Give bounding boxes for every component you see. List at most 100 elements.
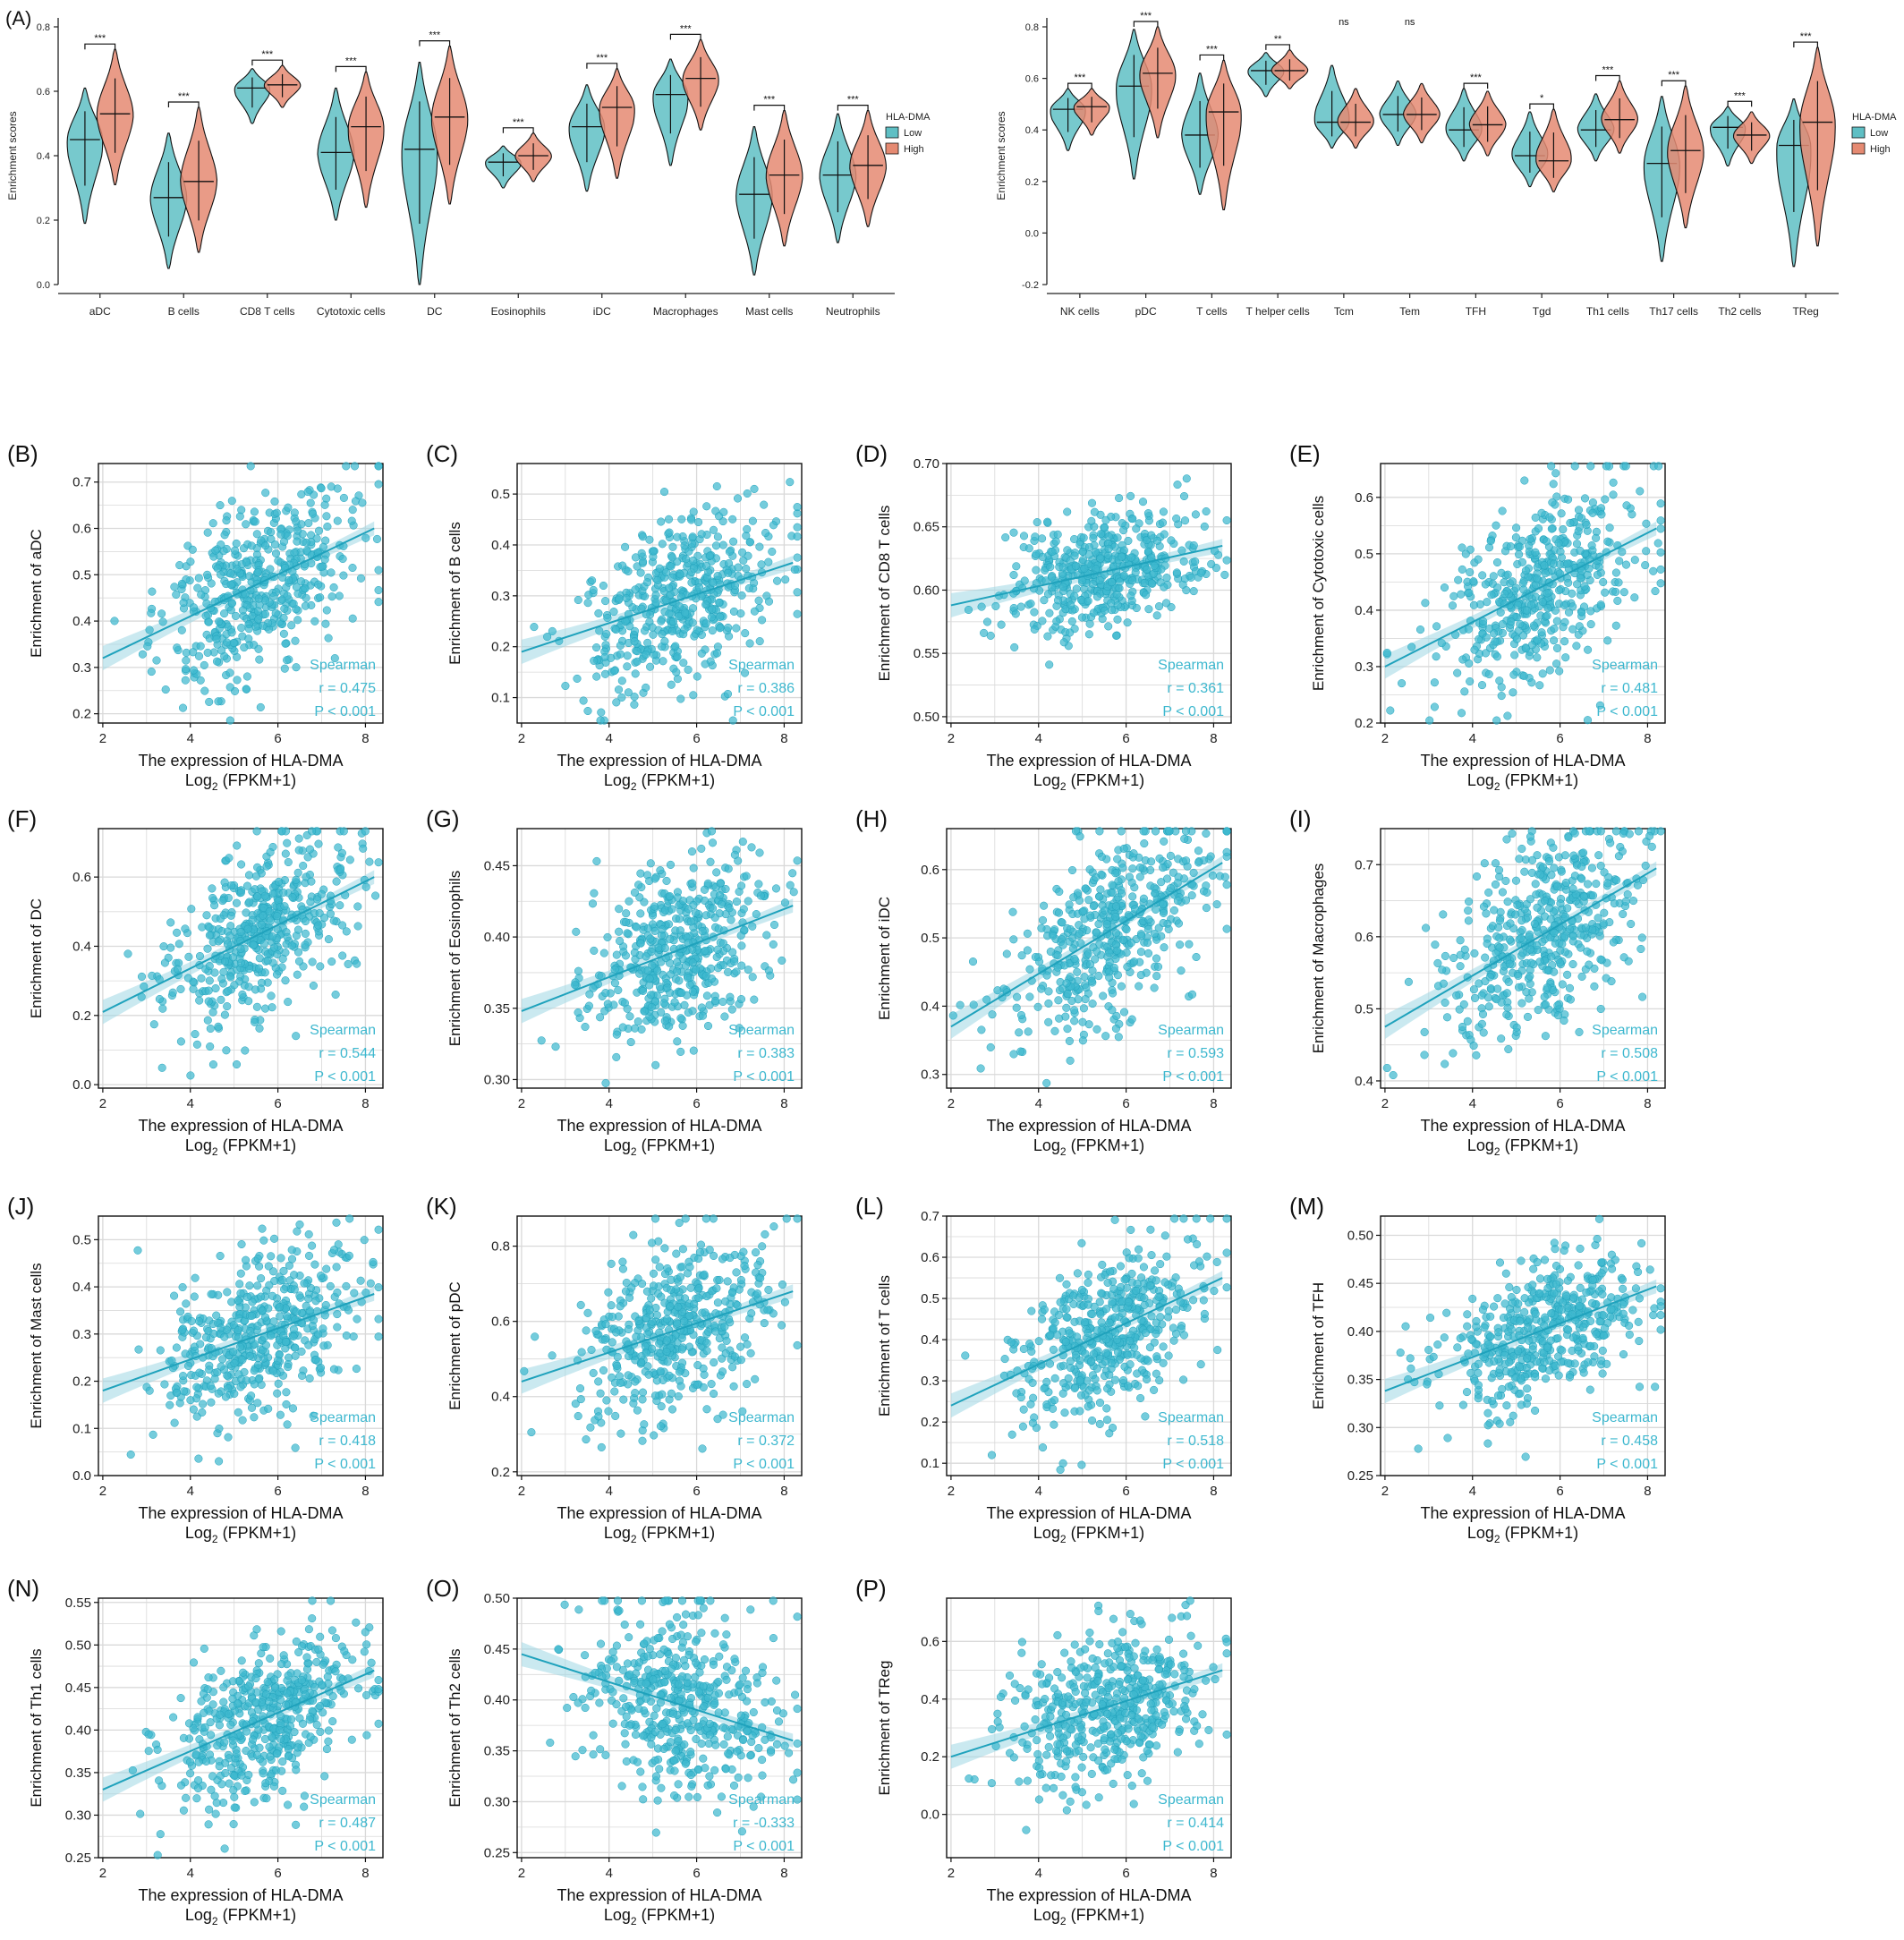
x-tick-label: 2 <box>1381 1096 1389 1111</box>
data-point <box>1556 946 1565 955</box>
data-point <box>733 494 743 503</box>
x-tick-label: 4 <box>1035 1096 1042 1111</box>
data-point <box>287 1246 296 1255</box>
data-point <box>1612 876 1621 885</box>
data-point <box>1550 864 1559 872</box>
data-point <box>1037 984 1046 993</box>
data-point <box>646 934 655 943</box>
data-point <box>1610 899 1619 908</box>
data-point <box>1618 847 1627 855</box>
data-point <box>232 1059 242 1069</box>
data-point <box>195 951 205 961</box>
data-point <box>743 524 752 533</box>
unit-log: Log <box>1467 1136 1494 1154</box>
data-point <box>1159 908 1168 917</box>
data-point <box>650 902 659 911</box>
data-point <box>317 889 326 898</box>
x-tick-label: 4 <box>1469 1096 1476 1111</box>
data-point <box>148 587 157 596</box>
significance-bracket <box>1595 74 1620 81</box>
y-axis-label: Enrichment of Mast cells <box>28 1263 45 1428</box>
data-point <box>692 965 701 974</box>
data-point <box>1117 552 1126 561</box>
y-tick-label: 0.1 <box>72 1421 91 1436</box>
data-point <box>1525 651 1534 660</box>
data-point <box>1590 982 1599 991</box>
data-point <box>278 1275 287 1284</box>
data-point <box>1023 946 1032 955</box>
data-point <box>1588 508 1597 517</box>
data-point <box>220 957 230 966</box>
data-point <box>200 660 208 669</box>
data-point <box>1477 1019 1486 1028</box>
data-point <box>1509 688 1517 697</box>
x-axis-label: The expression of HLA-DMA <box>138 1117 343 1135</box>
data-point <box>262 862 271 871</box>
data-point <box>194 1316 204 1326</box>
x-tick-label: Tcm <box>1334 305 1354 318</box>
y-axis-label: Enrichment of aDC <box>28 529 45 658</box>
data-point <box>1547 952 1556 961</box>
y-axis-label: Enrichment of CD8 T cells <box>876 506 893 682</box>
data-point <box>724 967 733 976</box>
data-point <box>1173 897 1182 906</box>
data-point <box>1472 872 1482 881</box>
data-point <box>166 1391 175 1400</box>
data-point <box>661 906 670 915</box>
data-point <box>214 937 223 946</box>
data-point <box>205 923 214 932</box>
data-point <box>623 651 632 660</box>
data-point <box>1067 600 1075 609</box>
data-point <box>279 629 288 638</box>
data-point <box>1147 531 1156 540</box>
unit-fpkm: (FPKM+1) <box>1067 1136 1145 1154</box>
data-point <box>729 537 738 546</box>
data-point <box>356 1276 365 1285</box>
data-point <box>1058 583 1067 591</box>
data-point <box>237 506 246 515</box>
data-point <box>1642 519 1651 528</box>
data-point <box>1531 880 1540 889</box>
data-point <box>110 617 119 625</box>
data-point <box>1009 1050 1018 1059</box>
data-point <box>299 861 308 871</box>
data-point <box>697 649 706 658</box>
data-point <box>1150 983 1159 992</box>
data-point <box>210 901 219 910</box>
panel-label: (F) <box>7 805 37 832</box>
data-point <box>232 898 242 907</box>
data-point <box>223 1002 232 1011</box>
data-point <box>997 620 1006 629</box>
data-point <box>1025 992 1034 1001</box>
data-point <box>225 668 234 677</box>
data-point <box>1072 584 1081 593</box>
data-point <box>737 961 746 970</box>
data-point <box>590 889 599 898</box>
data-point <box>306 898 315 906</box>
data-point <box>272 970 282 979</box>
x-tick-label: Macrophages <box>653 305 718 318</box>
data-point <box>712 868 721 877</box>
data-point <box>279 1266 288 1275</box>
data-point <box>720 1012 729 1021</box>
data-point <box>700 885 710 894</box>
data-point <box>659 488 669 497</box>
data-point <box>217 1323 225 1332</box>
data-point <box>252 530 261 539</box>
y-tick-label: 0.6 <box>1355 490 1373 506</box>
panel-label: (A) <box>5 7 31 30</box>
data-point <box>1038 617 1047 625</box>
data-point <box>982 995 991 1004</box>
data-point <box>198 1408 207 1417</box>
data-point <box>236 1269 245 1278</box>
data-point <box>1045 608 1054 617</box>
data-point <box>1053 530 1062 539</box>
data-point <box>1099 991 1108 1000</box>
data-point <box>1576 546 1585 555</box>
data-point <box>374 858 383 867</box>
data-point <box>1070 1017 1079 1025</box>
data-point <box>311 1355 320 1364</box>
x-tick-label: Neutrophils <box>826 305 880 318</box>
data-point <box>721 884 730 894</box>
